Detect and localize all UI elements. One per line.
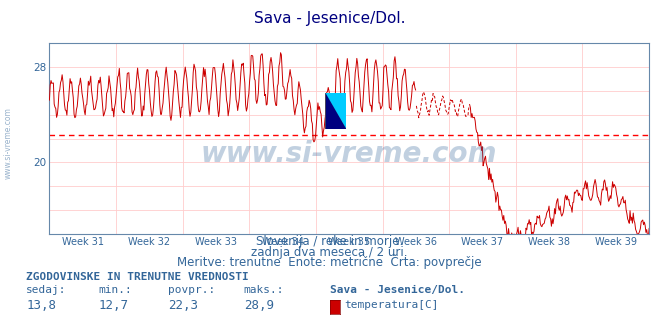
Text: zadnja dva meseca / 2 uri.: zadnja dva meseca / 2 uri. [251, 246, 408, 259]
Text: www.si-vreme.com: www.si-vreme.com [201, 140, 498, 168]
Text: sedaj:: sedaj: [26, 285, 67, 295]
Text: www.si-vreme.com: www.si-vreme.com [3, 107, 13, 179]
Text: min.:: min.: [99, 285, 132, 295]
Text: 13,8: 13,8 [26, 299, 57, 312]
Text: temperatura[C]: temperatura[C] [345, 300, 439, 310]
Polygon shape [326, 93, 347, 129]
Text: ZGODOVINSKE IN TRENUTNE VREDNOSTI: ZGODOVINSKE IN TRENUTNE VREDNOSTI [26, 272, 249, 282]
Text: Slovenija / reke in morje.: Slovenija / reke in morje. [256, 235, 403, 248]
Text: 12,7: 12,7 [99, 299, 129, 312]
Text: Sava - Jesenice/Dol.: Sava - Jesenice/Dol. [330, 285, 465, 295]
Text: povpr.:: povpr.: [168, 285, 215, 295]
Polygon shape [326, 93, 347, 129]
Text: Sava - Jesenice/Dol.: Sava - Jesenice/Dol. [254, 11, 405, 26]
Text: maks.:: maks.: [244, 285, 284, 295]
Text: 28,9: 28,9 [244, 299, 274, 312]
Text: Meritve: trenutne  Enote: metrične  Črta: povprečje: Meritve: trenutne Enote: metrične Črta: … [177, 254, 482, 269]
Text: 22,3: 22,3 [168, 299, 198, 312]
